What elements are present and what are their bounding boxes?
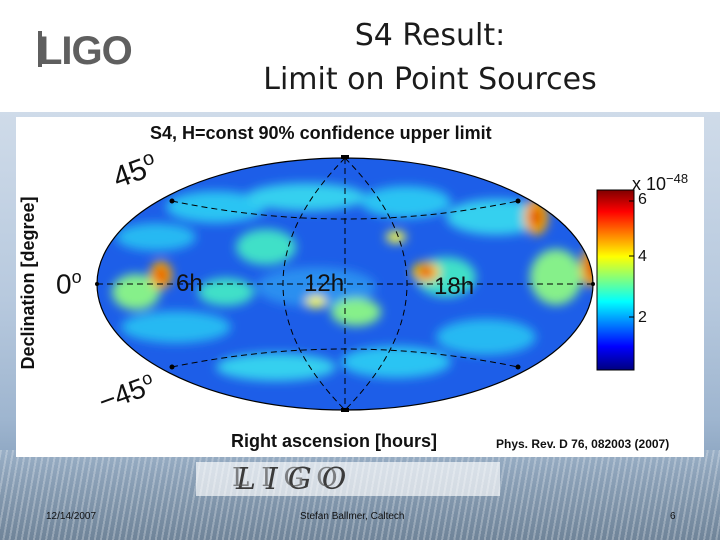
colorbar-tick-6: 6 — [638, 191, 647, 208]
title-line-2: Limit on Point Sources — [263, 62, 597, 97]
ra-label-12h: 12h — [304, 270, 345, 297]
footer-author: Stefan Ballmer, Caltech — [300, 511, 405, 522]
figure-title: S4, H=const 90% confidence upper limit — [150, 123, 492, 143]
skymap-figure: S4, H=const 90% confidence upper limit D… — [16, 117, 704, 457]
svg-text:LIGO: LIGO — [235, 462, 356, 496]
ligo-wordmark-graphic: LIGO LIGO — [196, 462, 500, 497]
skymap-grid — [97, 157, 593, 411]
svg-text:LIGO: LIGO — [232, 463, 350, 493]
colorbar-exponent: x 10−48 — [632, 171, 689, 194]
ligo-logo: LIGO — [38, 28, 150, 74]
slide-title: S4 Result: Limit on Point Sources — [190, 14, 670, 102]
x-axis-label: Right ascension [hours] — [231, 431, 438, 451]
footer-page-number: 6 — [670, 511, 676, 522]
colorbar-tick-2: 2 — [638, 309, 647, 326]
skymap-plot — [95, 155, 635, 412]
skymap-heatmap — [97, 158, 593, 410]
colorbar-tick-4: 4 — [638, 248, 647, 265]
dec-label-0: 0o — [56, 267, 82, 300]
logo-text: LIGO — [38, 29, 133, 73]
reference-citation: Phys. Rev. D 76, 082003 (2007) — [496, 437, 670, 451]
footer-date: 12/14/2007 — [46, 511, 97, 522]
colorbar — [596, 189, 635, 371]
colorbar-ticks — [629, 200, 634, 318]
ra-label-18h: 18h — [434, 273, 475, 300]
title-band — [0, 0, 720, 112]
ra-label-6h: 6h — [176, 270, 203, 297]
grid-markers — [95, 155, 595, 412]
title-line-1: S4 Result: — [354, 18, 506, 53]
ligo-wordmark-image: LIGO LIGO — [196, 462, 500, 497]
